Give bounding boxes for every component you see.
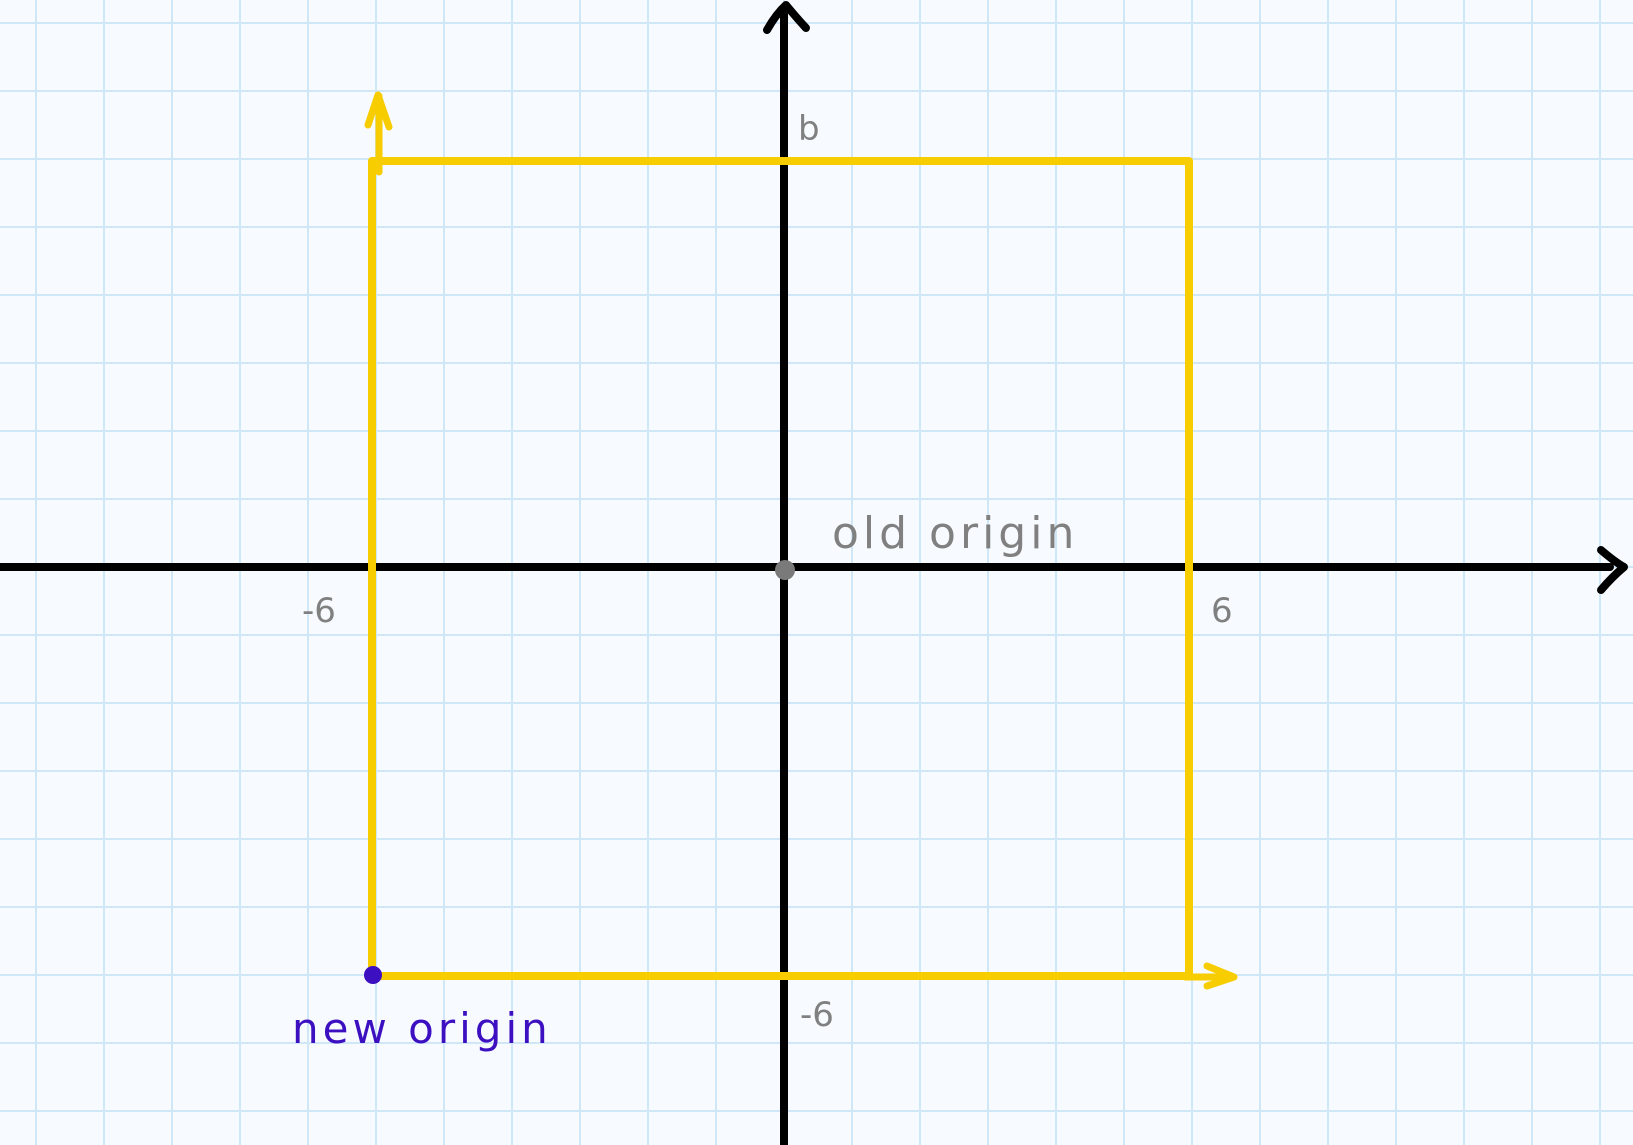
translated-square <box>364 91 1238 990</box>
square-up-arrow-icon <box>364 91 393 131</box>
square-outline <box>368 157 1193 980</box>
new-origin-point <box>364 966 382 984</box>
old-origin-point <box>775 560 795 580</box>
label-x-left: -6 <box>302 591 336 631</box>
y-axis-arrow-icon <box>763 1 810 34</box>
label-y-top: b <box>798 109 820 149</box>
label-x-right: 6 <box>1211 591 1233 631</box>
label-old-origin: old origin <box>832 508 1078 559</box>
label-new-origin: new origin <box>292 1004 552 1053</box>
square-right-arrow-icon <box>1203 962 1238 990</box>
x-axis-arrow-icon <box>1597 546 1628 594</box>
label-y-bottom: -6 <box>800 995 834 1035</box>
